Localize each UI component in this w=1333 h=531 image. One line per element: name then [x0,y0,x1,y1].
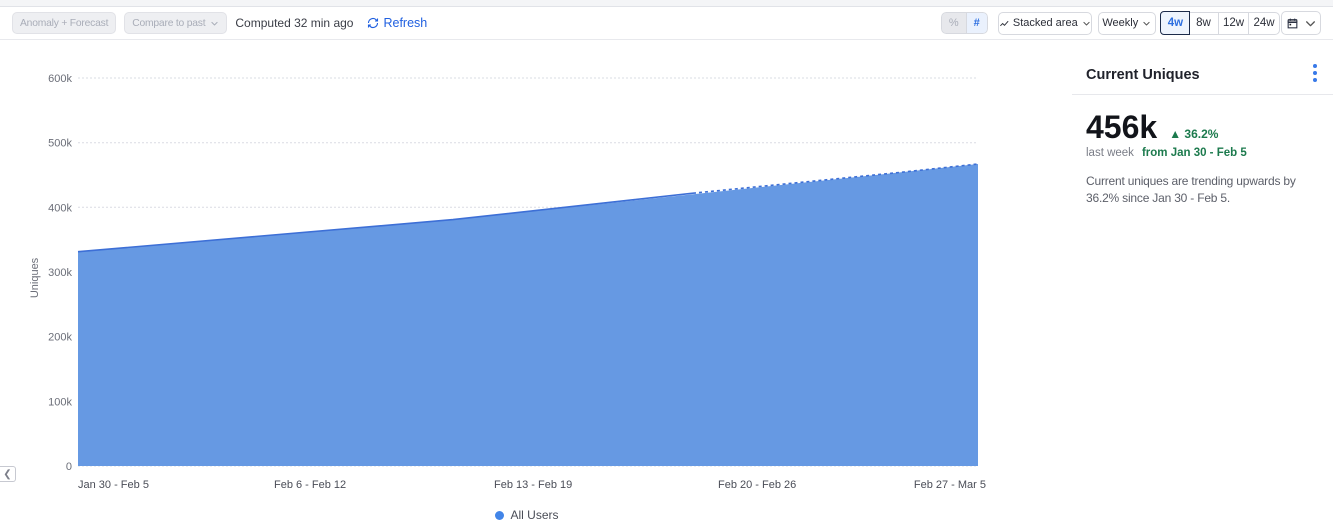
svg-text:400k: 400k [48,202,72,214]
svg-text:Feb 6 - Feb 12: Feb 6 - Feb 12 [274,479,346,491]
svg-text:200k: 200k [48,332,72,344]
svg-text:500k: 500k [48,138,72,150]
svg-text:Feb 27 - Mar 5: Feb 27 - Mar 5 [914,479,986,491]
svg-text:Feb 13 - Feb 19: Feb 13 - Feb 19 [494,479,572,491]
svg-text:600k: 600k [48,73,72,85]
svg-text:100k: 100k [48,396,72,408]
svg-text:0: 0 [66,461,72,473]
svg-text:Uniques: Uniques [29,257,41,298]
svg-text:Feb 20 - Feb 26: Feb 20 - Feb 26 [718,479,796,491]
svg-text:Jan 30 - Feb 5: Jan 30 - Feb 5 [78,479,149,491]
svg-text:300k: 300k [48,267,72,279]
